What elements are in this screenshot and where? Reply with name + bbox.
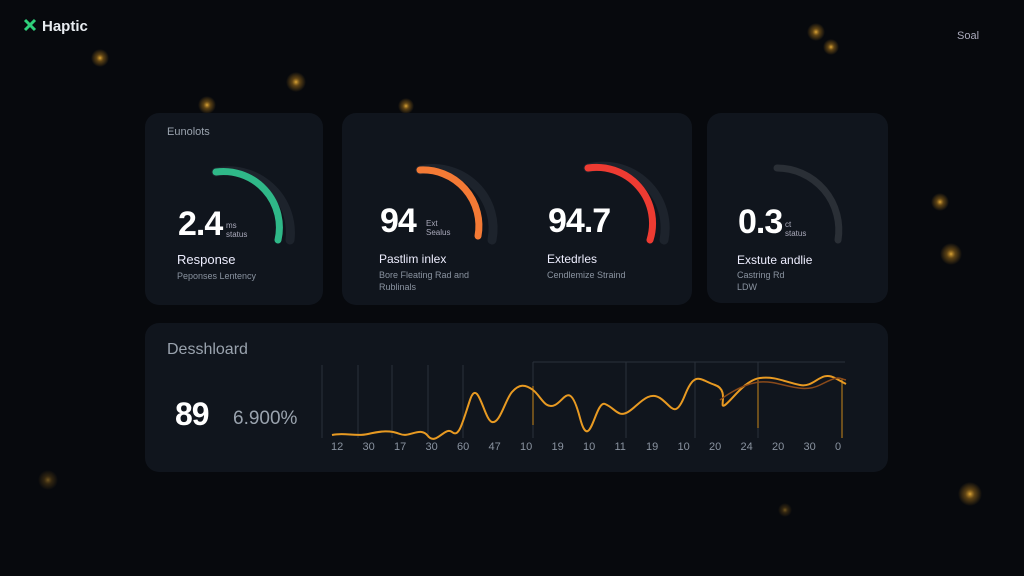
metric-unit: status bbox=[226, 230, 248, 239]
x-label: 12 bbox=[331, 441, 344, 453]
trend-line bbox=[331, 375, 847, 440]
card-subtitle: Castring Rd bbox=[737, 270, 785, 280]
card-title: Response bbox=[177, 252, 236, 267]
x-label: 17 bbox=[394, 441, 407, 453]
dashboard-value: 89 bbox=[175, 396, 210, 432]
dashboard-change: 6.900% bbox=[233, 408, 298, 429]
metric-unit: ms bbox=[226, 221, 237, 230]
card-title: Exstute andlie bbox=[737, 253, 813, 267]
x-label: 10 bbox=[583, 441, 596, 453]
x-label: 19 bbox=[551, 441, 564, 453]
card-title: Pastlim inlex bbox=[379, 252, 447, 266]
card-subtitle: Bore Fleating Rad and bbox=[379, 270, 470, 280]
x-label: 10 bbox=[520, 441, 533, 453]
header-action[interactable]: Soal bbox=[957, 30, 980, 42]
x-label: 47 bbox=[488, 441, 501, 453]
x-label: 10 bbox=[677, 441, 690, 453]
card-subtitle: Rublinals bbox=[379, 282, 417, 292]
metric-value: 0.3 bbox=[738, 203, 783, 241]
metric-unit: status bbox=[785, 229, 807, 238]
x-label: 20 bbox=[709, 441, 722, 453]
card-subtitle: Cendlemize Straind bbox=[547, 270, 626, 280]
card-title: Extedrles bbox=[547, 252, 598, 266]
panel-label: Eunolots bbox=[167, 126, 210, 138]
metric-unit: ct bbox=[785, 220, 792, 229]
x-label: 0 bbox=[835, 441, 842, 453]
logo bbox=[23, 18, 37, 32]
x-label: 19 bbox=[646, 441, 659, 453]
x-label: 11 bbox=[614, 441, 626, 453]
metric-value: 94.7 bbox=[548, 202, 611, 240]
trend-line-2 bbox=[719, 377, 847, 401]
dashboard-title: Desshloard bbox=[167, 341, 248, 358]
x-label: 24 bbox=[740, 441, 753, 453]
card-subtitle: Peponses Lentency bbox=[177, 271, 257, 281]
x-label: 30 bbox=[362, 441, 375, 453]
x-label: 30 bbox=[803, 441, 816, 453]
chart-grid bbox=[321, 361, 845, 438]
metric-value: 94 bbox=[380, 202, 417, 240]
metric-unit: Ext bbox=[426, 219, 438, 228]
card-subtitle: LDW bbox=[737, 282, 757, 292]
gauges bbox=[211, 161, 843, 245]
x-label: 30 bbox=[425, 441, 438, 453]
x-label: 20 bbox=[772, 441, 785, 453]
metric-unit: Sealus bbox=[426, 228, 451, 237]
cards bbox=[145, 113, 888, 472]
brand: Haptic bbox=[42, 18, 88, 35]
x-label: 60 bbox=[457, 441, 470, 453]
metric-value: 2.4 bbox=[178, 205, 223, 243]
